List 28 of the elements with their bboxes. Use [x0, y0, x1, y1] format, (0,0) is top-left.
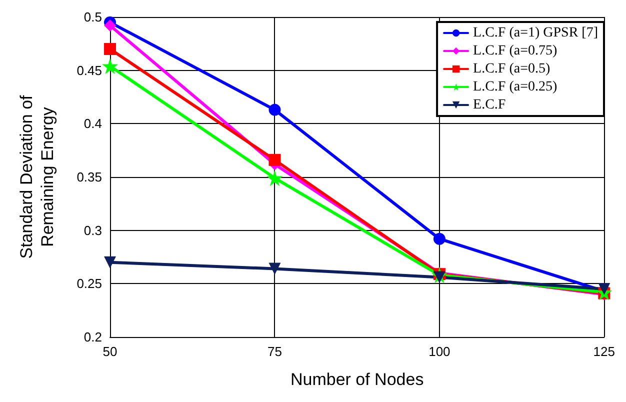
point — [266, 170, 283, 186]
point — [102, 58, 118, 74]
y-tick-label: 0.25 — [76, 276, 102, 292]
point — [598, 283, 610, 295]
y-tick-label: 0.4 — [84, 116, 102, 132]
point — [268, 262, 281, 275]
y-axis-title: Standard Deviation of Remaining Energy — [17, 94, 57, 259]
y-tick-label: 0.5 — [84, 10, 102, 24]
x-tick-label: 75 — [267, 344, 282, 359]
y-tick-label: 0.3 — [84, 222, 102, 238]
y-tick-label: 0.45 — [76, 62, 102, 78]
x-tick-label: 100 — [428, 344, 450, 359]
legend-label: L.C.F (a=0.5) — [473, 62, 550, 76]
legend-label: L.C.F (a=0.25) — [473, 80, 558, 94]
point — [268, 154, 281, 166]
legend-label: E.C.F — [473, 98, 506, 112]
point — [104, 256, 116, 268]
point — [104, 43, 116, 55]
y-tick-label: 0.35 — [76, 170, 102, 184]
x-axis-title: Number of Nodes — [290, 370, 424, 389]
legend-label: L.C.F (a=0.75) — [473, 44, 558, 58]
point — [104, 20, 116, 32]
x-tick-label: 50 — [102, 344, 118, 359]
y-tick-label: 0.2 — [84, 330, 102, 344]
x-tick-label: 125 — [593, 344, 616, 359]
point — [433, 232, 446, 245]
legend-label: L.C.F (a=1) GPSR [7] — [473, 26, 598, 40]
point — [268, 104, 281, 116]
